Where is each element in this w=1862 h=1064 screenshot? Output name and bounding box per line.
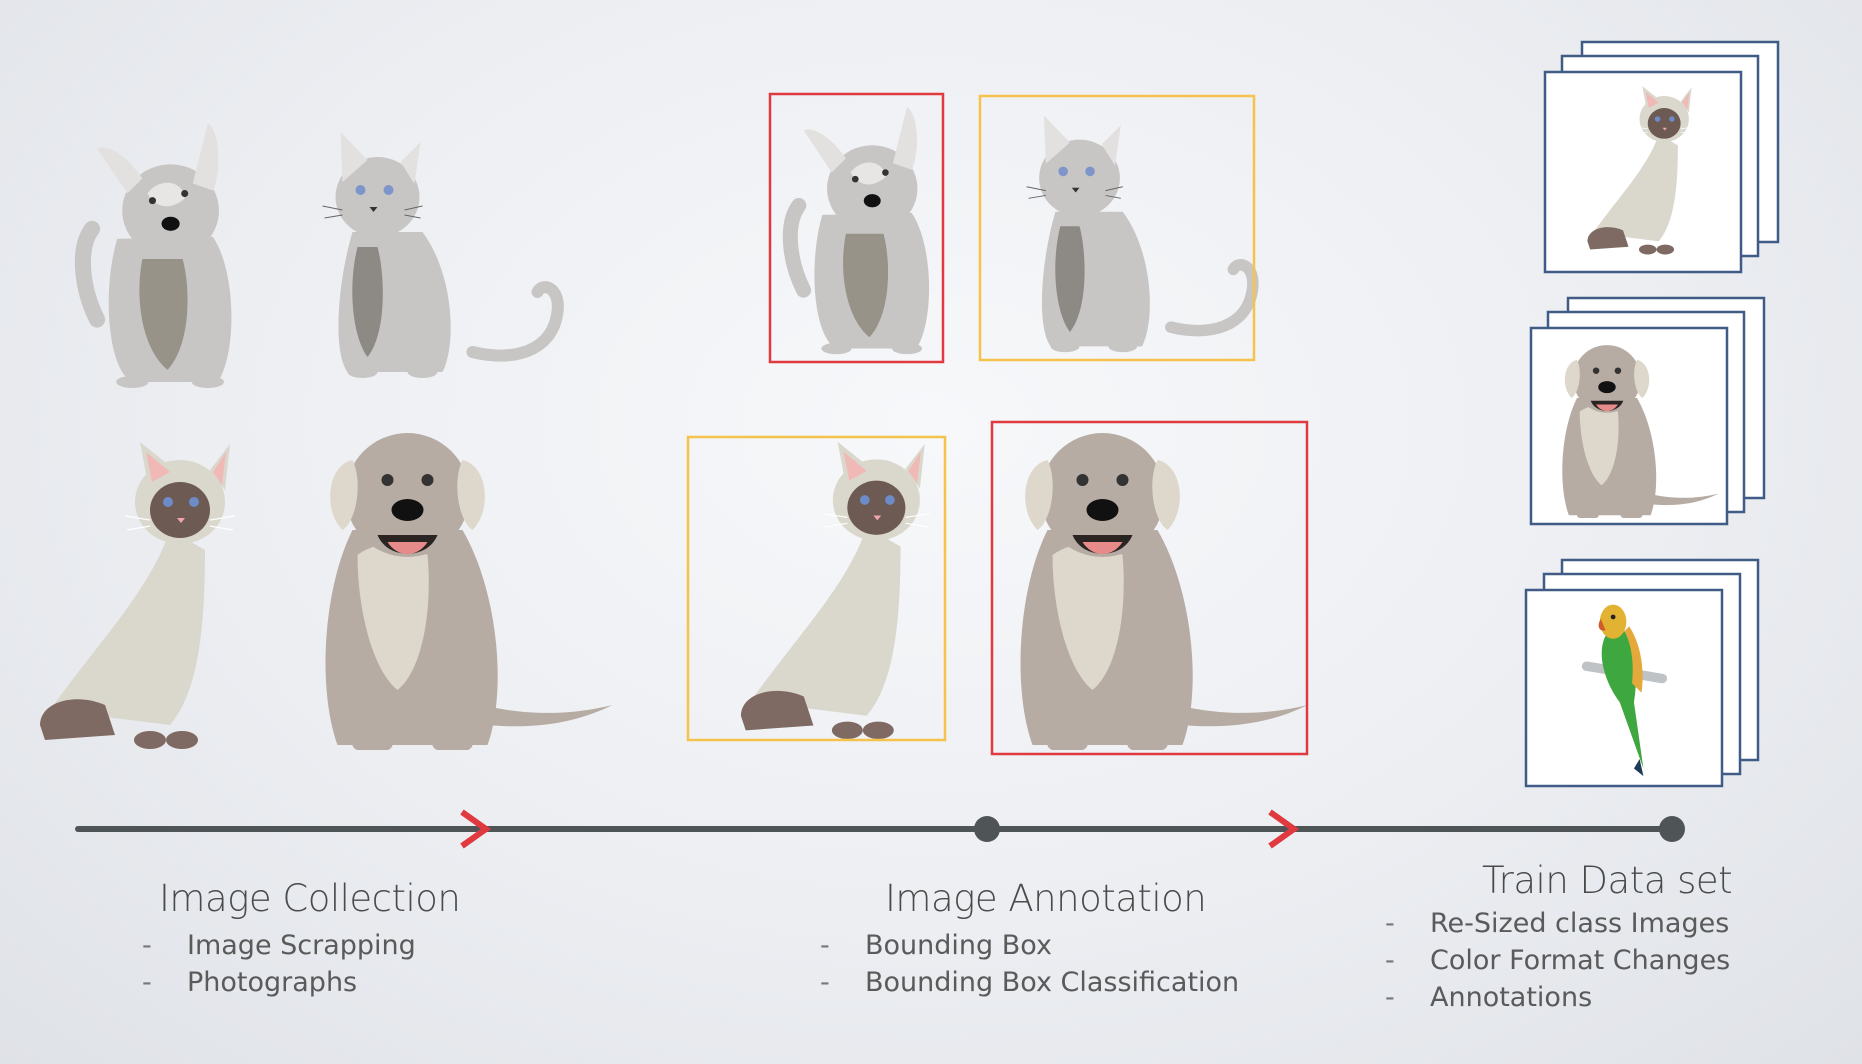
list-item-text: Image Scrapping — [187, 930, 416, 961]
bullet-list: - Re-Sized class Images - Color Format Cha… — [1385, 905, 1732, 1016]
bounding-box-yellow — [978, 94, 1256, 362]
section-image-annotation: Image Annotation - Bounding Box - Bounding… — [820, 880, 1239, 1001]
train-card-stack-cat — [1543, 40, 1780, 274]
list-item: - Re-Sized class Images — [1385, 905, 1732, 942]
bounding-box-red — [768, 92, 945, 364]
bullet-dash: - — [1385, 908, 1395, 939]
section-title: Train Data set — [1482, 859, 1733, 902]
bounding-box-yellow — [686, 435, 947, 742]
bullet-list: - Image Scrapping - Photographs — [142, 927, 460, 1001]
train-card-stack-dog — [1529, 296, 1766, 526]
list-item-text: Photographs — [187, 967, 358, 998]
list-item-text: Bounding Box Classification — [865, 967, 1240, 998]
timeline-node — [974, 816, 1000, 842]
timeline-node — [1659, 816, 1685, 842]
cat-icon — [790, 107, 929, 355]
timeline — [75, 809, 1685, 849]
section-title: Image Collection — [159, 877, 461, 920]
siamese-cat-icon — [39, 441, 236, 750]
siamese-cat-icon — [740, 441, 931, 740]
list-item: - Bounding Box Classification — [820, 964, 1239, 1001]
cat-icon — [1027, 116, 1253, 353]
bullet-dash: - — [820, 967, 830, 998]
bullet-dash: - — [142, 930, 152, 961]
list-item: - Color Format Changes — [1385, 942, 1732, 979]
bullet-list: - Bounding Box - Bounding Box Classificati… — [820, 927, 1239, 1001]
section-title: Image Annotation — [885, 877, 1207, 920]
list-item-text: Re-Sized class Images — [1430, 908, 1730, 939]
collection-images — [39, 123, 613, 750]
list-item: - Annotations — [1385, 979, 1732, 1016]
bullet-dash: - — [142, 967, 152, 998]
list-item: - Photographs — [142, 964, 460, 1001]
bounding-box-red — [990, 420, 1309, 756]
section-image-collection: Image Collection - Image Scrapping - Photo… — [142, 877, 461, 1001]
annotation-images — [686, 92, 1309, 756]
list-item-text: Bounding Box — [865, 930, 1052, 961]
cat-icon — [323, 132, 558, 378]
arrow-icon — [1268, 809, 1300, 849]
dog-icon — [1020, 433, 1308, 750]
arrow-icon — [460, 809, 492, 849]
train-card-stack-parrot — [1524, 558, 1760, 788]
bullet-dash: - — [1385, 945, 1395, 976]
list-item-text: Annotations — [1430, 982, 1593, 1013]
section-train-data-set: Train Data set - Re-Sized class Images - C… — [1385, 859, 1733, 1016]
bullet-dash: - — [1385, 982, 1395, 1013]
bullet-dash: - — [820, 930, 830, 961]
list-item: - Image Scrapping — [142, 927, 460, 964]
dog-icon — [325, 433, 613, 750]
list-item: - Bounding Box — [820, 927, 1239, 964]
list-item-text: Color Format Changes — [1430, 945, 1731, 976]
cat-icon — [83, 123, 232, 388]
